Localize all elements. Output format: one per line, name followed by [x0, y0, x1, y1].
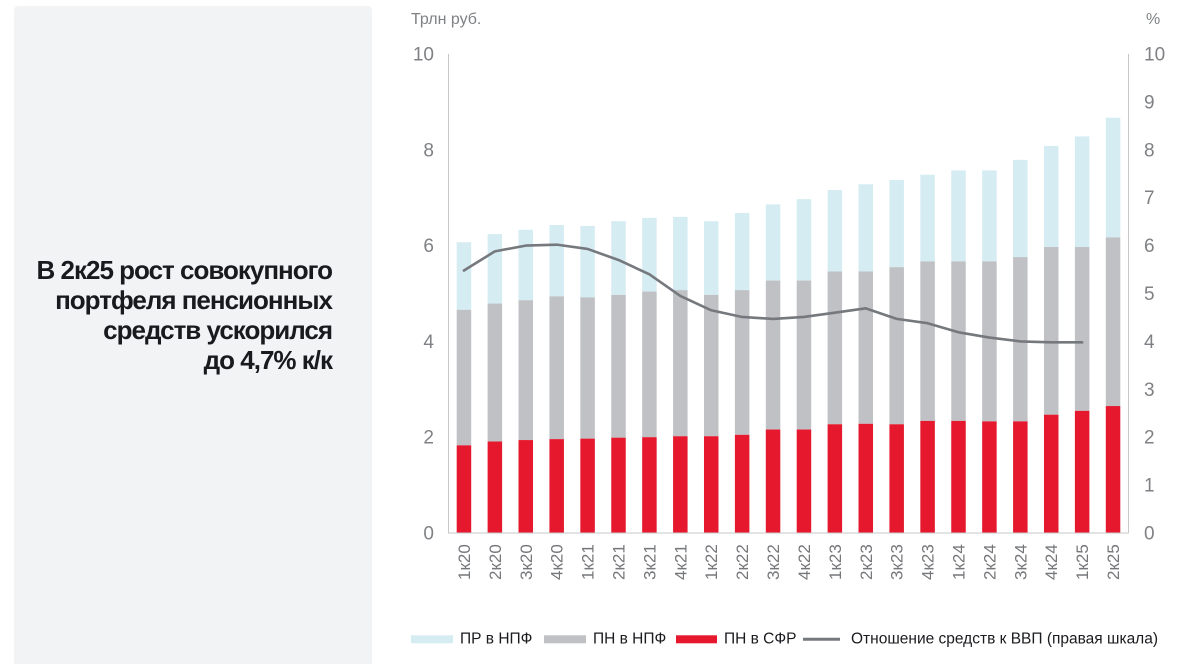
- svg-text:3к23: 3к23: [888, 544, 907, 580]
- svg-text:2к20: 2к20: [486, 544, 505, 580]
- svg-text:6: 6: [423, 236, 434, 257]
- svg-text:Трлн руб.: Трлн руб.: [411, 11, 481, 28]
- svg-text:2к25: 2к25: [1104, 544, 1123, 580]
- svg-text:4к24: 4к24: [1042, 544, 1061, 580]
- svg-text:0: 0: [423, 524, 434, 545]
- svg-text:1к23: 1к23: [826, 544, 845, 580]
- svg-text:1к22: 1к22: [702, 544, 721, 580]
- svg-text:%: %: [1146, 11, 1160, 28]
- svg-text:4к22: 4к22: [795, 544, 814, 580]
- svg-text:2к23: 2к23: [857, 544, 876, 580]
- svg-text:0: 0: [1144, 524, 1155, 545]
- svg-text:6: 6: [1144, 236, 1155, 257]
- svg-text:1к20: 1к20: [455, 544, 474, 580]
- svg-text:2: 2: [1144, 428, 1155, 449]
- svg-text:4: 4: [423, 332, 434, 353]
- svg-text:10: 10: [1144, 45, 1165, 66]
- svg-text:2к22: 2к22: [733, 544, 752, 580]
- svg-text:ПР в НПФ: ПР в НПФ: [460, 630, 532, 647]
- svg-text:2к24: 2к24: [980, 544, 999, 580]
- svg-text:8: 8: [423, 140, 434, 161]
- svg-text:4к20: 4к20: [548, 544, 567, 580]
- svg-text:4: 4: [1144, 332, 1155, 353]
- svg-text:7: 7: [1144, 188, 1155, 209]
- svg-text:2к21: 2к21: [610, 544, 629, 580]
- svg-text:ПН в СФР: ПН в СФР: [724, 630, 797, 647]
- svg-text:10: 10: [413, 45, 434, 66]
- svg-text:3к20: 3к20: [517, 544, 536, 580]
- svg-text:4к21: 4к21: [671, 544, 690, 580]
- svg-text:2: 2: [423, 428, 434, 449]
- svg-text:3к22: 3к22: [764, 544, 783, 580]
- svg-text:Отношение средств к ВВП (права: Отношение средств к ВВП (правая шкала): [851, 630, 1158, 647]
- svg-text:8: 8: [1144, 140, 1155, 161]
- svg-text:1: 1: [1144, 476, 1155, 497]
- svg-text:3: 3: [1144, 380, 1155, 401]
- svg-text:3к21: 3к21: [640, 544, 659, 580]
- svg-text:4к23: 4к23: [919, 544, 938, 580]
- svg-text:1к24: 1к24: [950, 544, 969, 580]
- svg-text:1к21: 1к21: [579, 544, 598, 580]
- svg-text:ПН в НПФ: ПН в НПФ: [593, 630, 666, 647]
- svg-text:3к24: 3к24: [1011, 544, 1030, 580]
- svg-text:1к25: 1к25: [1073, 544, 1092, 580]
- svg-text:5: 5: [1144, 284, 1155, 305]
- svg-text:9: 9: [1144, 92, 1155, 113]
